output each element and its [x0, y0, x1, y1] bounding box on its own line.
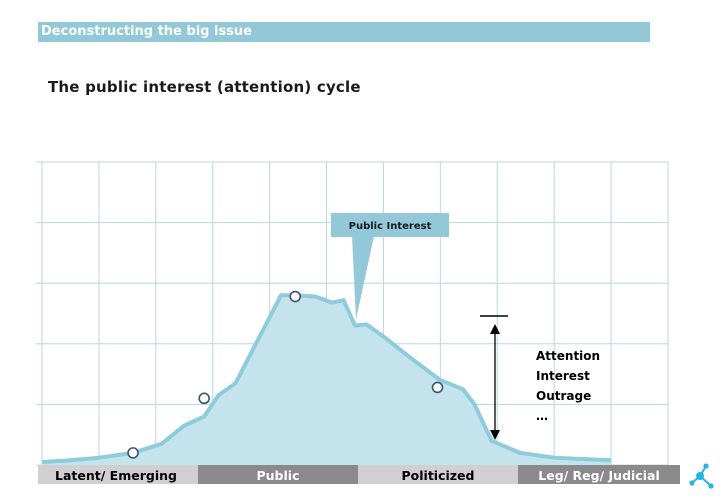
stage-label-politicized: Politicized	[402, 468, 475, 483]
note-ellipsis: …	[536, 409, 548, 423]
callout-box	[331, 213, 449, 237]
stage-label-latent: Latent/ Emerging	[55, 468, 177, 483]
stage-label-public: Public	[257, 468, 300, 483]
public-interest-callout: Public Interest	[331, 213, 449, 320]
interest-curve-line	[41, 293, 612, 464]
chart-title: The public interest (attention) cycle	[48, 78, 361, 96]
stage-box-latent	[38, 465, 198, 484]
header-title: Deconstructing the big issue	[41, 24, 252, 39]
stage-label-legal: Leg/ Reg/ Judicial	[538, 468, 659, 483]
header-bar: Deconstructing the big issue	[38, 22, 650, 42]
callout-label: Public Interest	[349, 221, 432, 232]
note-interest: Interest	[536, 369, 590, 383]
curve-marker	[198, 392, 210, 405]
stage-box-politicized	[358, 465, 518, 484]
callout-pointer	[352, 236, 374, 320]
curve-marker	[289, 290, 302, 303]
range-arrow	[480, 315, 508, 440]
note-attention: Attention	[536, 349, 600, 363]
range-arrow-head-down	[490, 430, 500, 440]
stage-box-public	[198, 465, 358, 484]
curve-marker	[431, 381, 444, 394]
stage-bar: Latent/ Emerging Public Politicized Leg/…	[38, 465, 680, 484]
arrow-notes: Attention Interest Outrage …	[536, 349, 600, 423]
curve-marker	[127, 447, 139, 459]
note-outrage: Outrage	[536, 389, 591, 403]
curve-markers	[127, 290, 444, 459]
interest-curve-area	[42, 295, 612, 465]
stage-box-legal	[518, 465, 680, 484]
network-logo-icon	[689, 463, 714, 489]
range-arrow-head-up	[490, 324, 500, 334]
